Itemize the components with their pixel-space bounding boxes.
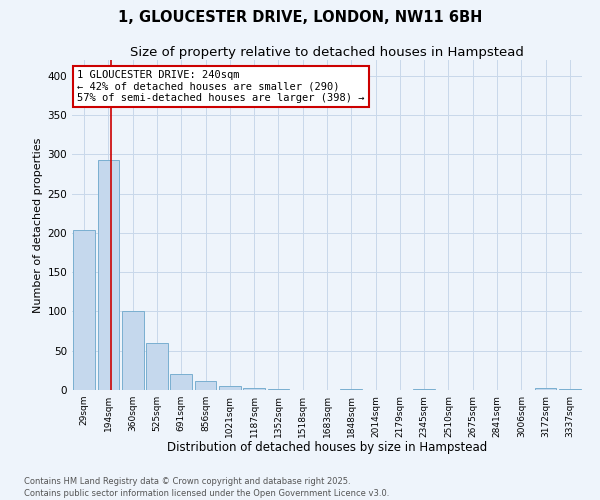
Bar: [122, 312, 143, 390]
Bar: [243, 388, 265, 390]
Bar: [146, 343, 168, 390]
X-axis label: Distribution of detached houses by size in Hampstead: Distribution of detached houses by size …: [167, 441, 487, 454]
Bar: [219, 386, 241, 390]
Bar: [413, 389, 435, 390]
Title: Size of property relative to detached houses in Hampstead: Size of property relative to detached ho…: [130, 46, 524, 59]
Text: 1 GLOUCESTER DRIVE: 240sqm
← 42% of detached houses are smaller (290)
57% of sem: 1 GLOUCESTER DRIVE: 240sqm ← 42% of deta…: [77, 70, 365, 103]
Bar: [170, 374, 192, 390]
Bar: [340, 389, 362, 390]
Bar: [535, 388, 556, 390]
Bar: [194, 380, 217, 390]
Bar: [73, 230, 95, 390]
Text: 1, GLOUCESTER DRIVE, LONDON, NW11 6BH: 1, GLOUCESTER DRIVE, LONDON, NW11 6BH: [118, 10, 482, 25]
Bar: [268, 389, 289, 390]
Text: Contains HM Land Registry data © Crown copyright and database right 2025.
Contai: Contains HM Land Registry data © Crown c…: [24, 476, 389, 498]
Y-axis label: Number of detached properties: Number of detached properties: [33, 138, 43, 312]
Bar: [559, 389, 581, 390]
Bar: [97, 160, 119, 390]
